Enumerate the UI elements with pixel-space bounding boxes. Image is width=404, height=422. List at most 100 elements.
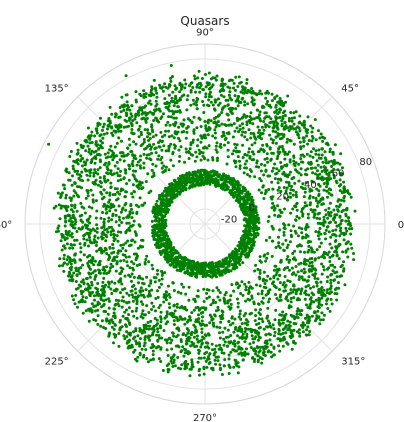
data-point (132, 252, 136, 256)
data-point (170, 257, 174, 261)
data-point (86, 224, 89, 228)
data-point (138, 329, 142, 333)
data-point (267, 115, 271, 119)
data-point (227, 131, 231, 135)
data-point (211, 321, 215, 325)
data-point (295, 298, 299, 302)
data-point (114, 213, 118, 217)
data-point (200, 77, 204, 80)
data-point (95, 287, 99, 291)
data-point (63, 246, 67, 250)
data-point (284, 189, 288, 193)
data-point (181, 345, 185, 349)
data-point (250, 91, 254, 95)
data-point (241, 126, 245, 130)
data-point (108, 148, 112, 152)
data-point (60, 204, 64, 208)
data-point (255, 283, 258, 287)
data-point (236, 305, 240, 309)
data-point (257, 317, 261, 321)
data-point (73, 181, 77, 185)
data-point (287, 223, 291, 227)
data-point (320, 135, 324, 139)
data-point (229, 182, 233, 186)
data-point (283, 121, 287, 125)
data-point (239, 329, 243, 333)
data-point (238, 124, 242, 128)
data-point (112, 327, 116, 331)
data-point (72, 216, 76, 220)
data-point (168, 242, 172, 246)
data-point (86, 288, 90, 292)
data-point (290, 332, 294, 336)
data-point (109, 185, 113, 189)
data-point (95, 131, 99, 135)
data-point (225, 112, 229, 116)
data-point (255, 219, 259, 223)
data-point (292, 284, 296, 288)
data-point (195, 155, 199, 159)
data-point (288, 268, 291, 272)
data-point (162, 249, 166, 253)
data-point (211, 368, 215, 372)
data-point (283, 223, 287, 227)
data-point (276, 116, 279, 120)
data-point (264, 96, 268, 100)
data-point (75, 238, 79, 242)
data-point (109, 230, 113, 234)
data-point (162, 293, 166, 297)
data-point (270, 239, 274, 243)
data-point (110, 325, 114, 329)
data-point (106, 312, 110, 316)
data-point (68, 246, 72, 250)
data-point (138, 124, 142, 128)
data-point (327, 171, 331, 175)
data-point (147, 289, 151, 293)
data-point (333, 250, 337, 254)
data-point (261, 296, 265, 300)
data-point (165, 200, 169, 204)
data-point (244, 327, 247, 330)
data-point (224, 183, 228, 187)
data-point (330, 246, 334, 250)
data-point (252, 348, 255, 351)
data-point (317, 148, 321, 152)
data-point (102, 122, 106, 126)
data-point (142, 89, 146, 93)
data-point (257, 188, 261, 192)
data-point (160, 148, 164, 152)
data-point (91, 181, 95, 185)
data-point (70, 220, 74, 224)
data-point (277, 169, 281, 173)
data-point (153, 207, 157, 211)
data-point (93, 259, 97, 263)
data-point (260, 292, 264, 296)
data-point (177, 136, 180, 140)
data-point (236, 244, 240, 248)
data-point (265, 256, 269, 260)
data-point (238, 159, 241, 163)
data-point (232, 122, 236, 126)
data-point (240, 353, 244, 357)
data-point (236, 257, 239, 261)
data-point (140, 187, 144, 191)
data-point (276, 181, 280, 185)
data-point (89, 134, 93, 138)
data-point (159, 310, 163, 314)
data-point (187, 339, 191, 343)
data-point (264, 344, 267, 348)
data-point (182, 93, 186, 97)
data-point (151, 130, 155, 134)
data-point (202, 300, 206, 303)
data-point (68, 234, 72, 237)
data-point (298, 129, 302, 133)
data-point (241, 115, 245, 119)
data-point (133, 287, 137, 291)
data-point (282, 289, 286, 293)
data-point (79, 201, 83, 205)
data-point (163, 214, 167, 218)
data-point (223, 358, 227, 362)
data-point (166, 354, 170, 357)
data-point (288, 258, 292, 262)
data-point (156, 289, 159, 293)
